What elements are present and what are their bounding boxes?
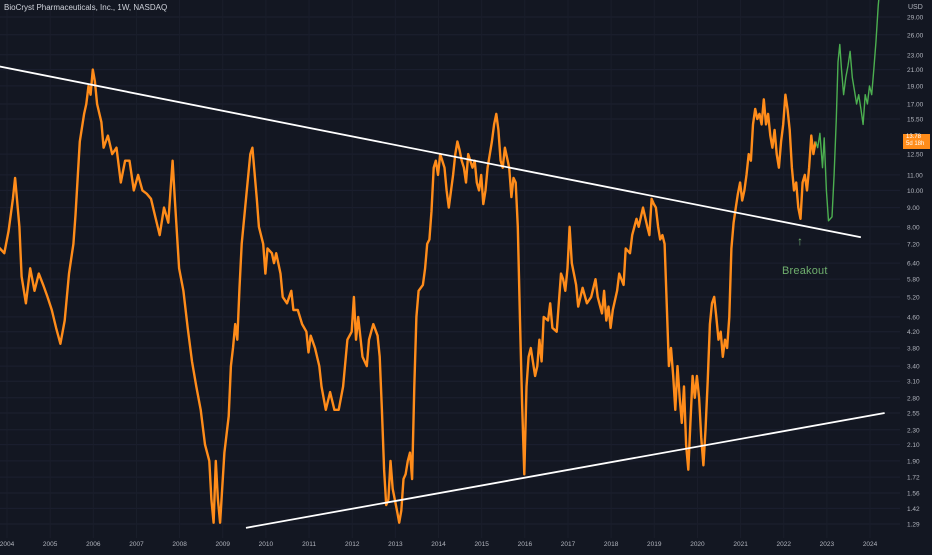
price-axis[interactable] (900, 0, 932, 538)
x-tick-label: 2007 (129, 541, 144, 548)
x-tick-label: 2011 (302, 541, 316, 548)
x-tick-label: 2023 (820, 541, 835, 548)
x-tick-label: 2005 (43, 541, 58, 548)
y-tick-label: 12.50 (907, 152, 924, 159)
y-tick-label: 3.40 (907, 364, 920, 371)
x-tick-label: 2006 (86, 541, 101, 548)
y-tick-label: 29.00 (907, 15, 924, 22)
x-tick-label: 2024 (863, 541, 878, 548)
y-tick-label: 5.80 (907, 277, 920, 284)
y-tick-label: 26.00 (907, 32, 924, 39)
current-price-countdown: 5d 18h (906, 141, 925, 147)
y-tick-label: 1.29 (907, 522, 920, 529)
x-tick-label: 2022 (777, 541, 792, 548)
y-tick-label: 3.80 (907, 346, 920, 353)
y-tick-label: 7.20 (907, 241, 920, 248)
y-tick-label: 2.80 (907, 395, 920, 402)
x-tick-label: 2004 (0, 541, 15, 548)
y-tick-label: 23.00 (907, 52, 924, 59)
y-tick-label: 17.00 (907, 101, 924, 108)
x-tick-label: 2009 (216, 541, 231, 548)
y-tick-label: 4.20 (907, 329, 920, 336)
chart-title: BioCryst Pharmaceuticals, Inc., 1W, NASD… (4, 3, 168, 12)
x-tick-label: 2016 (518, 541, 533, 548)
x-tick-label: 2017 (561, 541, 576, 548)
support-trend-line[interactable] (245, 412, 885, 529)
current-price-tag: 13.78 5d 18h (903, 134, 930, 149)
breakout-arrow-icon: ↑ (797, 234, 803, 248)
y-tick-label: 9.00 (907, 205, 920, 212)
x-tick-label: 2012 (345, 541, 360, 548)
y-tick-label: 15.50 (907, 117, 924, 124)
x-tick-label: 2010 (259, 541, 274, 548)
y-tick-label: 2.55 (907, 411, 920, 418)
y-tick-label: 10.00 (907, 188, 924, 195)
y-tick-label: 2.10 (907, 442, 920, 449)
y-tick-label: 1.42 (907, 506, 920, 513)
x-tick-label: 2020 (690, 541, 705, 548)
y-tick-label: 1.90 (907, 458, 920, 465)
projection-series-line (814, 0, 880, 222)
y-tick-label: 1.72 (907, 475, 920, 482)
x-tick-label: 2019 (647, 541, 662, 548)
axis-unit-label: USD (908, 4, 923, 11)
y-tick-label: 3.10 (907, 379, 920, 386)
breakout-label: Breakout (782, 265, 828, 277)
x-tick-label: 2014 (431, 541, 446, 548)
y-tick-label: 11.00 (907, 172, 923, 179)
y-tick-label: 5.20 (907, 294, 920, 301)
y-tick-label: 19.00 (907, 83, 924, 90)
current-price-value: 13.78 (906, 134, 922, 140)
y-tick-label: 2.30 (907, 427, 920, 434)
y-tick-label: 8.00 (907, 224, 920, 231)
resistance-trend-line[interactable] (0, 65, 862, 239)
x-tick-label: 2008 (172, 541, 187, 548)
price-series-line (0, 68, 817, 524)
y-tick-label: 21.00 (907, 67, 924, 74)
y-tick-label: 1.56 (907, 491, 920, 498)
x-tick-label: 2013 (388, 541, 403, 548)
x-tick-label: 2021 (733, 541, 748, 548)
y-tick-label: 6.40 (907, 261, 920, 268)
time-axis[interactable] (0, 538, 932, 550)
x-tick-label: 2015 (474, 541, 489, 548)
y-tick-label: 4.60 (907, 314, 920, 321)
x-tick-label: 2018 (604, 541, 619, 548)
